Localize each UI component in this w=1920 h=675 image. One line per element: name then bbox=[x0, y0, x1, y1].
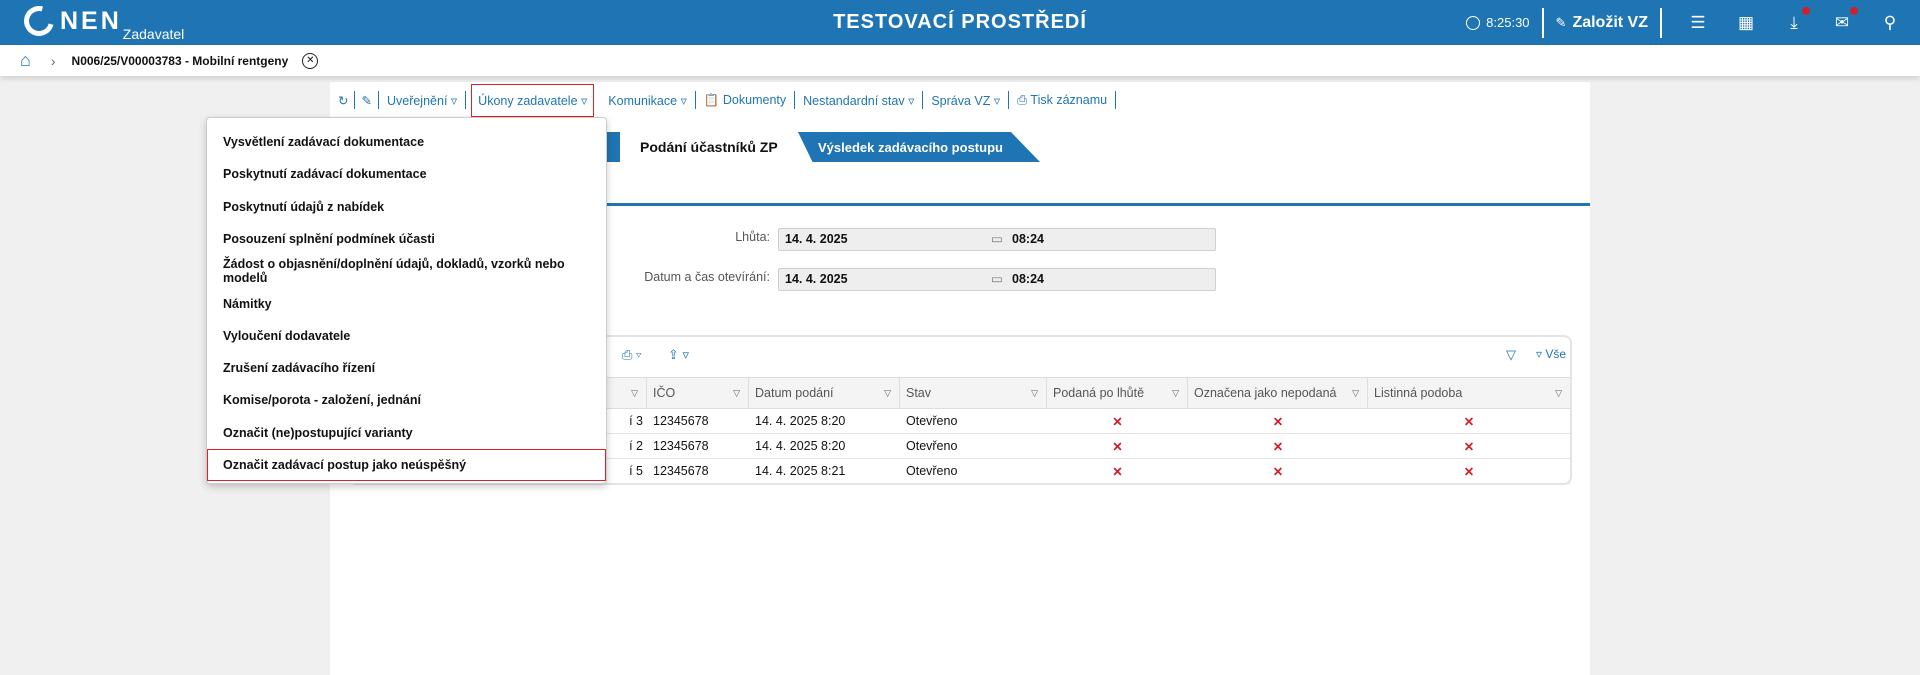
tab-vysledek[interactable]: Výsledek zadávacího postupu bbox=[798, 132, 1040, 162]
cross-icon: ✕ bbox=[1112, 464, 1123, 479]
chevron-right-icon: › bbox=[50, 52, 56, 69]
mail-icon[interactable]: ✉ bbox=[1832, 6, 1858, 33]
close-icon[interactable]: ✕ bbox=[302, 52, 319, 69]
menu-item[interactable]: Zrušení zadávacího řízení bbox=[223, 361, 376, 376]
create-vz-button[interactable]: Založit VZ bbox=[1572, 13, 1648, 31]
table-cell: 14. 4. 2025 8:20 bbox=[755, 414, 846, 428]
menu-dokumenty[interactable]: 📋 Dokumenty bbox=[703, 92, 787, 107]
clipboard-icon: 📋 bbox=[703, 92, 720, 107]
breadcrumb-title[interactable]: N006/25/V00003783 - Mobilní rentgeny bbox=[71, 53, 289, 68]
tab-podani[interactable]: Podání účastníků ZP bbox=[620, 132, 800, 162]
action-toolbar: ↻ ✎ Uveřejnění ▿ Úkony zadavatele ▿ Komu… bbox=[330, 82, 1590, 118]
menu-sprava-vz[interactable]: Správa VZ ▿ bbox=[931, 93, 1001, 108]
col-header-datum[interactable]: Datum podání ▽ bbox=[749, 378, 900, 408]
cross-icon: ✕ bbox=[1112, 439, 1123, 454]
cross-icon: ✕ bbox=[1272, 414, 1284, 429]
export-icon[interactable]: ⇪ ▿ bbox=[668, 347, 690, 362]
opening-label: Datum a čas otevírání: bbox=[644, 270, 770, 284]
menu-item[interactable]: Označit zadávací postup jako neúspěšný bbox=[207, 449, 606, 481]
ukony-dropdown-menu: Vysvětlení zadávací dokumentace Poskytnut… bbox=[206, 117, 607, 484]
edit-icon[interactable]: ✎ bbox=[361, 93, 372, 108]
col-header-nepodana[interactable]: Označena jako nepodaná ▽ bbox=[1188, 378, 1368, 408]
print-icon[interactable]: ⎙ ▿ bbox=[622, 347, 642, 362]
col-header-name[interactable]: ▽ bbox=[350, 378, 647, 408]
calendar-icon[interactable]: ▭ bbox=[991, 272, 1003, 286]
nen-logo[interactable]: NEN Zadavatel bbox=[18, 0, 185, 42]
table-cell: 12345678 bbox=[653, 414, 709, 428]
calendar-icon[interactable]: ▭ bbox=[991, 232, 1003, 246]
table-cell: 14. 4. 2025 8:20 bbox=[755, 439, 846, 453]
table-cell: Otevřeno bbox=[906, 464, 958, 478]
table-row[interactable]: í 5 12345678 14. 4. 2025 8:21 Otevřeno ✕ ✕ ✕ bbox=[350, 459, 1570, 484]
table-row[interactable]: í 3 12345678 14. 4. 2025 8:20 Otevřeno ✕ ✕ ✕ bbox=[350, 409, 1570, 434]
col-header-ico[interactable]: IČO ▽ bbox=[647, 378, 749, 408]
notification-badge bbox=[1802, 6, 1810, 15]
cross-icon: ✕ bbox=[1272, 439, 1284, 454]
table-cell: Otevřeno bbox=[906, 439, 958, 453]
menu-tisk-zaznamu[interactable]: ⎙ Tisk záznamu bbox=[1017, 92, 1108, 107]
menu-komunikace[interactable]: Komunikace ▿ bbox=[608, 93, 687, 108]
environment-title: TESTOVACÍ PROSTŘEDÍ bbox=[833, 11, 1087, 33]
menu-item[interactable]: Námitky bbox=[223, 296, 272, 311]
menu-icon[interactable]: ☰ bbox=[1690, 12, 1706, 32]
download-icon[interactable]: ⤓ bbox=[1784, 6, 1810, 33]
printer-icon: ⎙ bbox=[1017, 92, 1028, 107]
col-header-listinna[interactable]: Listinná podoba ▽ bbox=[1374, 386, 1562, 400]
menu-item[interactable]: Označit (ne)postupující varianty bbox=[223, 425, 413, 440]
menu-item[interactable]: Vysvětlení zadávací dokumentace bbox=[223, 135, 425, 149]
table-cell: 14. 4. 2025 8:21 bbox=[755, 464, 846, 478]
filter-icon[interactable]: ▽ bbox=[1506, 347, 1516, 362]
edit-icon: ✎ bbox=[1555, 14, 1567, 30]
divider bbox=[1541, 7, 1544, 38]
table-cell: 12345678 bbox=[653, 464, 709, 478]
table-row[interactable]: í 2 12345678 14. 4. 2025 8:20 Otevřeno ✕ ✕ ✕ bbox=[350, 434, 1570, 459]
breadcrumb: ⌂ › N006/25/V00003783 - Mobilní rentgeny… bbox=[0, 45, 1920, 76]
home-icon[interactable]: ⌂ bbox=[20, 50, 31, 70]
logo-subtitle: Zadavatel bbox=[122, 26, 185, 42]
table-cell: í 5 bbox=[629, 464, 643, 478]
top-header: NEN Zadavatel TESTOVACÍ PROSTŘEDÍ 8:25:3… bbox=[0, 0, 1920, 45]
user-icon[interactable]: ⚲ bbox=[1883, 12, 1897, 32]
table-cell: í 3 bbox=[629, 414, 643, 428]
cross-icon: ✕ bbox=[1463, 464, 1475, 479]
menu-uverejneni[interactable]: Uveřejnění ▿ bbox=[386, 93, 458, 108]
calendar-icon[interactable]: ▦ bbox=[1737, 12, 1755, 32]
col-header-podana-po-lhute[interactable]: Podaná po lhůtě ▽ bbox=[1047, 378, 1188, 408]
menu-ukony-zadavatele[interactable]: Úkony zadavatele ▿ bbox=[471, 83, 595, 117]
deadline-label: Lhůta: bbox=[735, 230, 770, 244]
logo-text: NEN bbox=[60, 7, 122, 35]
cross-icon: ✕ bbox=[1463, 439, 1475, 454]
menu-item[interactable]: Posouzení splnění podmínek účasti bbox=[223, 231, 435, 246]
cross-icon: ✕ bbox=[1272, 464, 1284, 479]
clock-icon bbox=[1466, 15, 1481, 30]
table-cell: Otevřeno bbox=[906, 414, 958, 428]
divider bbox=[1660, 7, 1662, 38]
table-cell: í 2 bbox=[629, 439, 643, 453]
deadline-field[interactable]: 14. 4. 2025 ▭ 08:24 bbox=[778, 228, 1216, 251]
menu-item[interactable]: Komise/porota - založení, jednání bbox=[223, 393, 421, 408]
session-time: 8:25:30 bbox=[1486, 15, 1530, 30]
menu-item[interactable]: Vyloučení dodavatele bbox=[223, 328, 351, 343]
refresh-icon[interactable]: ↻ bbox=[338, 93, 349, 108]
menu-nestandardni-stav[interactable]: Nestandardní stav ▿ bbox=[803, 93, 915, 108]
menu-item[interactable]: Poskytnutí zadávací dokumentace bbox=[223, 167, 427, 182]
notification-badge bbox=[1850, 6, 1858, 15]
menu-item[interactable]: Žádost o objasnění/doplnění údajů, dokla… bbox=[223, 257, 565, 286]
menu-item[interactable]: Poskytnutí údajů z nabídek bbox=[223, 199, 385, 214]
col-header-stav[interactable]: Stav ▽ bbox=[900, 378, 1047, 408]
cross-icon: ✕ bbox=[1463, 414, 1475, 429]
tab-underline bbox=[330, 203, 1590, 206]
cross-icon: ✕ bbox=[1112, 414, 1123, 429]
table-cell: 12345678 bbox=[653, 439, 709, 453]
filter-all-dropdown[interactable]: ▿ Vše bbox=[1535, 347, 1566, 361]
opening-field[interactable]: 14. 4. 2025 ▭ 08:24 bbox=[778, 268, 1216, 291]
grid-toolbar: ⎙ ▿ ⇪ ▿ ▽ ▿ Vše bbox=[350, 347, 1570, 367]
